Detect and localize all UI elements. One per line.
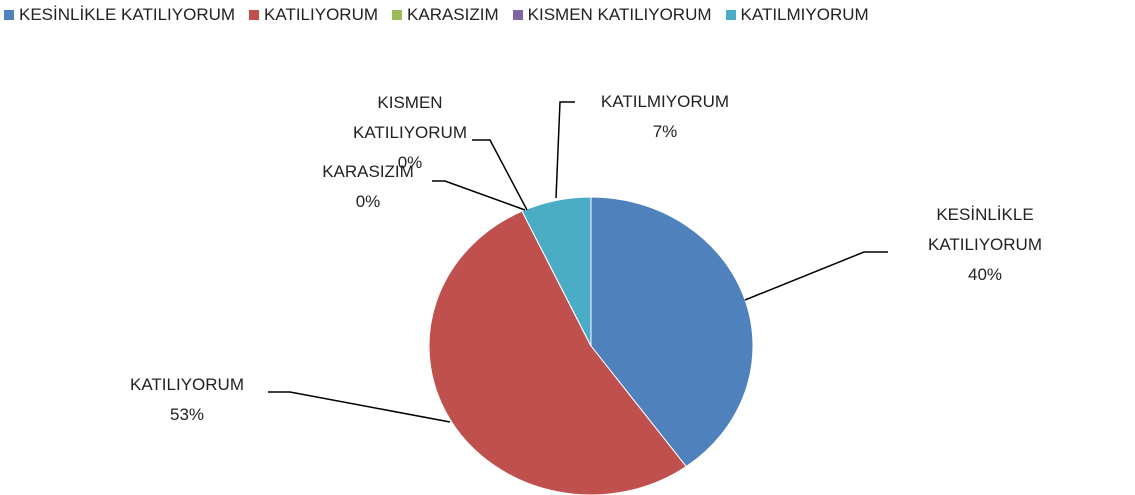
legend-label: KARASIZIM [407,5,499,24]
data-label-name: KESİNLİKLE KATILIYORUM [928,205,1042,254]
legend-item: KESİNLİKLE KATILIYORUM [4,5,235,25]
data-label-name: KARASIZIM [322,162,414,181]
data-label: KESİNLİKLE KATILIYORUM 40% [905,200,1065,290]
pie-slice [521,196,592,347]
leader-line [555,101,575,199]
legend-item: KISMEN KATILIYORUM [512,5,712,25]
legend-swatch [512,10,523,20]
data-label-value: 0% [397,153,423,172]
pie-slice [428,210,687,495]
legend-item: KATILIYORUM [249,5,378,25]
legend-swatch [725,10,736,20]
data-label-value: 53% [169,405,205,424]
legend-label: KISMEN KATILIYORUM [527,5,712,24]
legend-label: KATILMIYORUM [740,5,869,24]
data-label-value: 40% [967,265,1003,284]
legend-swatch [392,10,403,20]
data-label-value: 0% [355,192,381,211]
leader-line [472,139,528,211]
data-label: KATILMIYORUM 7% [565,87,765,147]
leader-line [744,251,888,301]
legend-swatch [4,10,14,20]
pie-slice [590,196,754,468]
legend-item: KARASIZIM [392,5,499,25]
data-label-value: 7% [652,122,678,141]
data-label: KATILIYORUM 53% [87,370,287,430]
data-label: KISMEN KATILIYORUM 0% [335,88,485,178]
data-label-name: KISMEN KATILIYORUM [353,93,467,142]
leader-line [432,180,526,211]
legend-label: KATILIYORUM [264,5,379,24]
legend-item: KATILMIYORUM [725,5,869,25]
data-label: KARASIZIM 0% [288,157,448,217]
data-label-name: KATILMIYORUM [600,92,730,111]
legend-label: KESİNLİKLE KATILIYORUM [19,5,236,24]
legend: KESİNLİKLE KATILIYORUM KATILIYORUM KARASIZ… [4,5,869,25]
leader-line [268,391,451,423]
legend-swatch [249,10,260,20]
data-label-name: KATILIYORUM [130,375,244,394]
